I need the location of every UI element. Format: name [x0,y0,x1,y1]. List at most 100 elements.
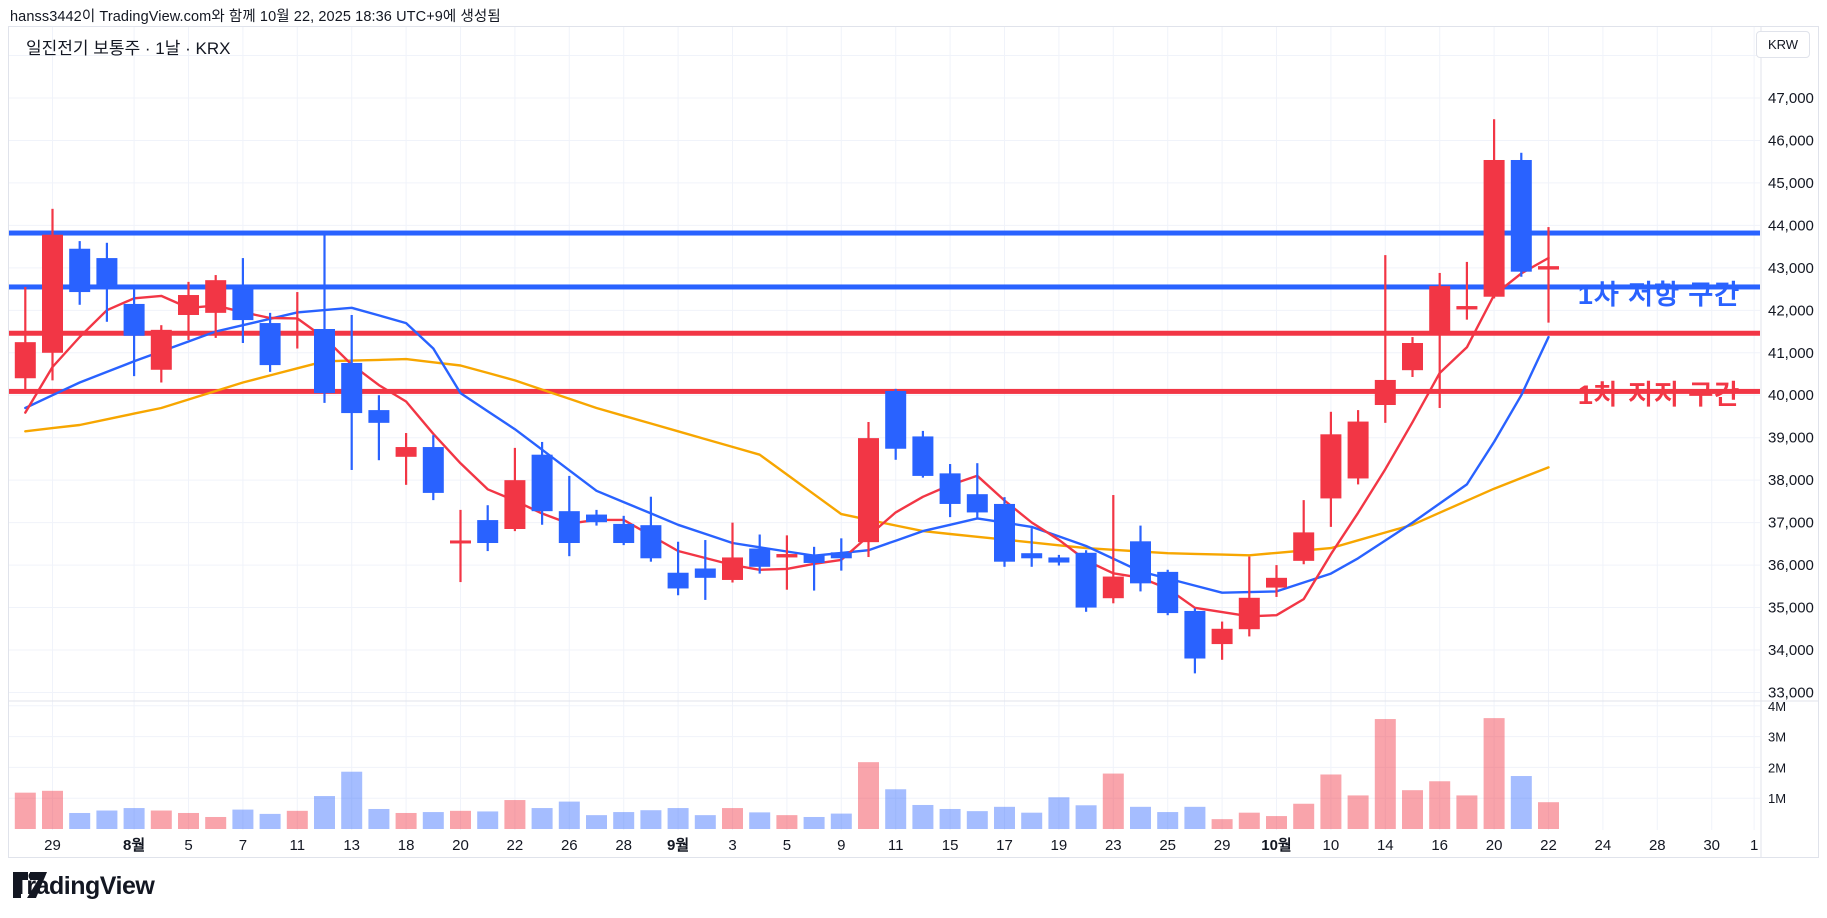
candle[interactable] [42,208,63,381]
candle[interactable] [694,540,716,600]
volume-bar[interactable] [450,810,471,829]
candle[interactable] [123,286,145,377]
candle[interactable] [1102,495,1124,604]
volume-bar[interactable] [1402,790,1423,829]
resistance-line[interactable] [9,230,1760,236]
candle[interactable] [885,388,907,460]
volume-bar[interactable] [341,771,363,829]
candle[interactable] [150,325,172,383]
candle[interactable] [1456,261,1478,320]
candle[interactable] [749,534,771,574]
candle[interactable] [966,463,988,519]
volume-bar[interactable] [1456,795,1478,829]
volume-bar[interactable] [667,808,689,829]
volume-bar[interactable] [422,812,444,829]
candle[interactable] [1075,550,1097,612]
candle[interactable] [477,505,499,552]
volume-axis[interactable]: 4M 3M 2M 1M [1768,699,1786,806]
volume-bar[interactable] [1483,718,1505,829]
candle[interactable] [69,241,91,305]
volume-bar[interactable] [1048,797,1070,829]
volume-bar[interactable] [1211,819,1233,829]
resistance-line[interactable] [9,284,1760,290]
volume-bar[interactable] [776,815,798,829]
candle[interactable] [205,275,227,338]
candle[interactable] [776,535,798,590]
candle[interactable] [504,447,526,532]
volume-bar[interactable] [150,810,172,829]
volume-bar[interactable] [803,816,825,829]
volume-bar[interactable] [504,800,526,829]
candle[interactable] [640,496,662,562]
volume-bar[interactable] [1429,781,1451,829]
volume-bar[interactable] [586,815,607,829]
volume-bar[interactable] [912,804,934,829]
volume-bar[interactable] [96,810,118,829]
support-line[interactable] [9,330,1760,336]
volume-bar[interactable] [259,813,281,829]
candle[interactable] [395,433,417,485]
volume-bar[interactable] [1075,805,1097,829]
candle[interactable] [667,541,689,596]
candle[interactable] [994,497,1015,567]
volume-bar[interactable] [477,811,499,829]
candle[interactable] [422,435,444,501]
volume-bar[interactable] [286,810,308,829]
candle[interactable] [613,515,635,546]
volume-bar[interactable] [1293,803,1315,829]
candle[interactable] [1483,119,1505,299]
chart-canvas[interactable]: 47,000 46,000 45,000 44,000 43,000 42,000 41,0… [9,27,1818,857]
volume-bar[interactable] [613,812,635,829]
candle[interactable] [1266,565,1287,597]
candle[interactable] [450,509,471,583]
candle[interactable] [341,314,363,470]
candle[interactable] [912,430,934,478]
candle[interactable] [259,312,281,372]
volume-bar[interactable] [123,808,145,829]
volume-bar[interactable] [395,812,417,829]
volume-bar[interactable] [14,792,36,829]
candle[interactable] [1538,227,1559,323]
support-lines[interactable] [9,330,1760,394]
volume-bar[interactable] [1320,774,1342,829]
candle[interactable] [178,281,199,341]
candle[interactable] [939,464,961,518]
volume-bar[interactable] [205,816,227,829]
candle[interactable] [1157,569,1179,616]
candle[interactable] [1510,152,1532,277]
volume-bar[interactable] [994,806,1015,829]
candle[interactable] [368,395,390,461]
candle[interactable] [1320,411,1342,527]
volume-bar[interactable] [1184,806,1206,829]
candle[interactable] [1429,272,1451,408]
volume-bar[interactable] [966,811,988,829]
candle[interactable] [14,286,36,391]
volume-bar[interactable] [314,796,335,829]
volume-bar[interactable] [1374,719,1396,829]
volume-bar[interactable] [858,762,879,829]
candle[interactable] [96,242,118,322]
candle[interactable] [803,546,825,591]
tradingview-logo[interactable]: TradingView [13,872,155,901]
volume-bar[interactable] [830,813,852,829]
candle[interactable] [858,421,879,558]
candle[interactable] [1021,528,1043,567]
resistance-lines[interactable] [9,230,1760,290]
candle[interactable] [1130,525,1151,592]
volume-bar[interactable] [722,808,743,829]
volume-bar[interactable] [1238,812,1260,829]
volume-bar[interactable] [1510,776,1532,829]
candle[interactable] [1374,255,1396,423]
candle[interactable] [830,538,852,571]
candle[interactable] [1184,608,1206,674]
candle[interactable] [1402,337,1423,377]
volume-bar[interactable] [531,808,553,829]
volume-bar[interactable] [1021,812,1043,829]
candle[interactable] [558,475,580,557]
volume-bar[interactable] [885,789,907,829]
volume-bar[interactable] [178,812,199,829]
price-axis[interactable]: 47,000 46,000 45,000 44,000 43,000 42,000 41,0… [1768,90,1814,701]
volume-bar[interactable] [1347,795,1369,829]
volume-bar[interactable] [42,790,63,829]
volume-bar[interactable] [1157,812,1179,829]
